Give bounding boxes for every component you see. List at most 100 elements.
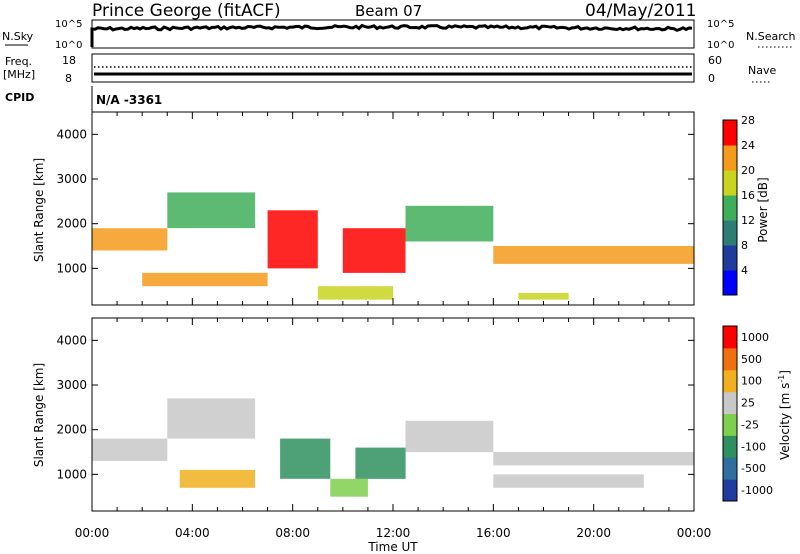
power-echo-band — [317, 286, 394, 300]
time-tick-label: 00:00 — [677, 526, 712, 540]
vel-colorbar-frame — [722, 325, 738, 502]
velocity-x-ticks — [91, 318, 695, 511]
time-tick-label: 20:00 — [576, 526, 611, 540]
vel-colorbar-segment — [723, 326, 737, 349]
freq-panel-frame — [91, 53, 695, 83]
power-colorbar-tick-label: 28 — [741, 114, 755, 127]
freq-tick-top: 18 — [62, 54, 76, 67]
power-panel: 1000 2000 3000 4000 Slant Range [km] 4 8 12 16… — [32, 111, 770, 306]
power-y-ticks: 1000 2000 3000 4000 — [56, 127, 694, 275]
vel-y-tick-label: 1000 — [56, 467, 87, 481]
power-y-tick-label: 4000 — [56, 127, 87, 141]
vel-echo-band — [493, 452, 694, 466]
power-colorbar-tick-label: 8 — [741, 239, 748, 252]
power-colorbar: 4 8 12 16 20 24 28 — [722, 114, 755, 296]
power-colorbar-segment — [723, 195, 737, 221]
vel-echo-band — [179, 469, 255, 488]
station-title: Prince George (fitACF) — [92, 1, 281, 21]
power-x-ticks — [91, 112, 695, 305]
velocity-colorbar: 1000 500 100 25 -25 -100 -500 -1000 — [722, 325, 773, 502]
power-colorbar-label: Power [dB] — [756, 177, 770, 242]
vel-y-tick-label: 4000 — [56, 333, 87, 347]
nsky-label: N.Sky — [2, 30, 34, 43]
power-colorbar-segment — [723, 120, 737, 146]
vel-colorbar-tick-label: -1000 — [741, 484, 773, 497]
power-colorbar-segment — [723, 220, 737, 246]
cpid-value: N/A -3361 — [96, 93, 162, 107]
vel-colorbar-segment — [723, 457, 737, 480]
velocity-unit-label: Velocity [m s — [778, 383, 792, 460]
power-y-tick-label: 1000 — [56, 261, 87, 275]
vel-colorbar-tick-label: 500 — [741, 353, 762, 366]
vel-colorbar-tick-label: -100 — [741, 440, 766, 453]
power-data-layer — [92, 192, 694, 300]
time-tick-label: 08:00 — [275, 526, 310, 540]
cpid-label: CPID — [5, 91, 34, 104]
vel-colorbar-tick-label: -25 — [741, 418, 759, 431]
velocity-panel: 1000 2000 3000 4000 Slant Range [km] 1000 50… — [32, 317, 792, 512]
vel-colorbar-segment — [723, 391, 737, 414]
vel-colorbar-segment — [723, 413, 737, 436]
vel-colorbar-tick-label: -500 — [741, 462, 766, 475]
vel-colorbar-tick-label: 25 — [741, 397, 755, 410]
power-echo-band — [267, 210, 318, 269]
power-colorbar-tick-label: 12 — [741, 214, 755, 227]
power-echo-band — [142, 272, 268, 287]
power-y-tick-label: 3000 — [56, 172, 87, 186]
time-tick-label: 12:00 — [376, 526, 411, 540]
freq-label: Freq. — [5, 55, 32, 68]
vel-echo-band — [92, 438, 168, 461]
velocity-unit-exponent: -1 — [777, 375, 786, 383]
vel-y-tick-label: 3000 — [56, 378, 87, 392]
power-colorbar-tick-label: 16 — [741, 189, 755, 202]
power-echo-band — [342, 228, 406, 273]
power-echo-band — [518, 292, 569, 300]
time-tick-label: 04:00 — [175, 526, 210, 540]
vel-colorbar-tick-label: 100 — [741, 375, 762, 388]
velocity-y-axis-label: Slant Range [km] — [32, 363, 46, 467]
power-colorbar-tick-label: 24 — [741, 139, 755, 152]
vel-echo-band — [493, 474, 644, 488]
velocity-unit-suffix: ] — [778, 370, 792, 375]
nsky-panel-frame — [91, 19, 695, 49]
vel-colorbar-segment — [723, 369, 737, 393]
vel-colorbar-segment — [723, 479, 737, 502]
power-y-axis-label: Slant Range [km] — [32, 158, 46, 262]
time-tick-label: 16:00 — [476, 526, 511, 540]
freq-unit-label: [MHz] — [3, 68, 35, 81]
nave-label: Nave — [748, 64, 776, 77]
velocity-colorbar-label: Velocity [m s-1] — [777, 370, 792, 460]
power-colorbar-segment — [723, 170, 737, 196]
power-echo-band — [493, 246, 694, 264]
vel-echo-band — [330, 478, 368, 497]
date-label: 04/May/2011 — [585, 1, 697, 21]
vel-echo-band — [355, 447, 406, 479]
beam-label: Beam 07 — [355, 2, 422, 20]
power-echo-band — [167, 192, 256, 229]
power-colorbar-frame — [722, 119, 738, 296]
vel-colorbar-segment — [723, 347, 737, 371]
power-colorbar-segment — [723, 245, 737, 271]
power-echo-band — [405, 205, 494, 242]
vel-echo-band — [167, 398, 256, 439]
nsearch-tick-bottom: 10^0 — [707, 40, 734, 51]
nsky-tick-bottom: 10^0 — [55, 40, 82, 51]
velocity-y-ticks: 1000 2000 3000 4000 — [56, 333, 694, 481]
velocity-data-layer — [92, 398, 694, 497]
power-echo-band — [92, 228, 168, 251]
nsearch-label: N.Search — [746, 30, 796, 43]
vel-echo-band — [405, 420, 494, 453]
power-colorbar-segment — [723, 145, 737, 171]
time-tick-label: 00:00 — [75, 526, 110, 540]
power-colorbar-tick-label: 4 — [741, 264, 748, 277]
nsky-tick-top: 10^5 — [55, 19, 82, 30]
vel-y-tick-label: 2000 — [56, 423, 87, 437]
vel-colorbar-tick-label: 1000 — [741, 331, 769, 344]
power-y-tick-label: 2000 — [56, 217, 87, 231]
vel-colorbar-segment — [723, 435, 737, 458]
nsky-trace — [90, 23, 693, 47]
nsearch-tick-top: 10^5 — [707, 19, 734, 30]
power-colorbar-segment — [723, 270, 737, 296]
nave-tick-bottom: 0 — [708, 72, 715, 85]
